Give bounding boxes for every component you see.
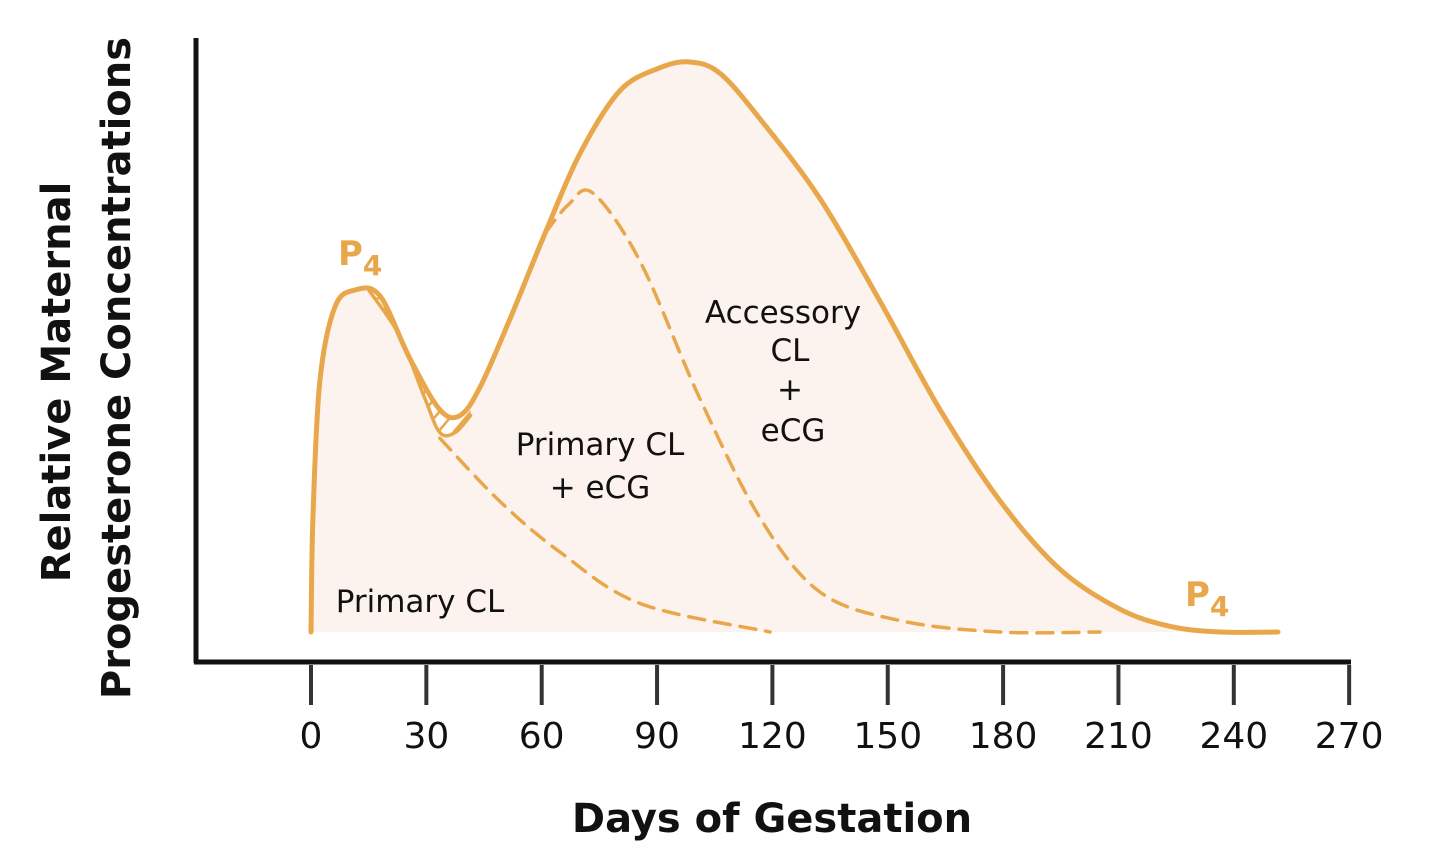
plot-area: [308, 59, 1281, 635]
x-tick-label-120: 120: [738, 716, 807, 757]
primary-cl-label: Primary CL: [336, 584, 505, 620]
x-tick-label-30: 30: [403, 716, 449, 757]
x-tick-label-0: 0: [300, 716, 323, 757]
x-axis-title: Days of Gestation: [572, 796, 972, 842]
p4-label-end: P4: [1185, 575, 1229, 623]
x-tick-label-60: 60: [519, 716, 565, 757]
y-axis-title-line-2: Progesterone Concentrations: [94, 37, 140, 699]
primary-cl-ecg-label-1: Primary CL: [516, 427, 685, 463]
accessory-cl-ecg-label-2: CL: [771, 333, 811, 369]
x-ticks: 0 30 60 90 120 150 180 210 240 270: [300, 665, 1384, 757]
total-area-fill: [311, 61, 1279, 633]
x-tick-label-180: 180: [969, 716, 1038, 757]
series-total-line: [308, 59, 1281, 635]
x-tick-label-270: 270: [1315, 716, 1384, 757]
x-tick-label-150: 150: [853, 716, 922, 757]
p4-label-peak: P4: [338, 234, 382, 282]
series-primary-cl-ecg-line: [543, 188, 1102, 635]
x-tick-label-240: 240: [1199, 716, 1268, 757]
x-tick-label-90: 90: [634, 716, 680, 757]
y-axis-title-line-1: Relative Maternal: [34, 182, 80, 583]
accessory-cl-ecg-label-3: +: [777, 372, 803, 408]
primary-cl-ecg-label-2: + eCG: [550, 470, 651, 506]
accessory-cl-ecg-label-1: Accessory: [705, 295, 861, 331]
series-primary-cl-line: [438, 436, 772, 634]
accessory-cl-ecg-label-4: eCG: [761, 413, 826, 449]
x-tick-label-210: 210: [1084, 716, 1153, 757]
series-primary-cl-hatch-lower-line: [366, 288, 473, 438]
